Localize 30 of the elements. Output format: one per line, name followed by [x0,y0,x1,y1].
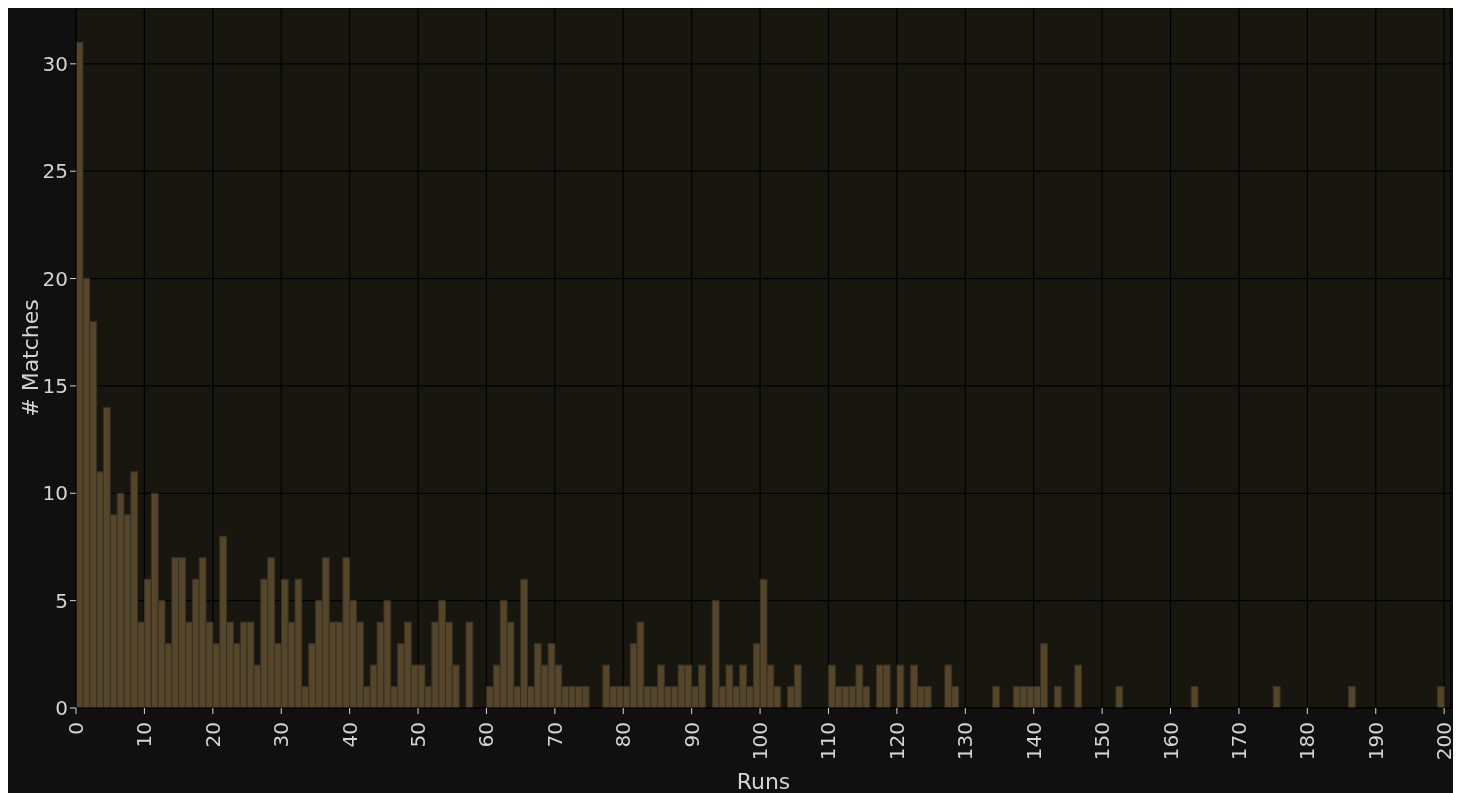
x-tick-label: 80 [611,722,636,748]
y-tick-label: 0 [55,696,68,721]
y-tick-label: 10 [42,481,68,506]
y-tick-label: 25 [42,159,68,184]
y-tick-label: 20 [42,266,68,291]
x-tick-label: 100 [748,722,773,761]
x-tick-label: 40 [337,722,362,748]
x-tick-label: 120 [884,722,909,761]
x-tick-label: 190 [1363,722,1388,761]
x-tick-label: 70 [542,722,567,748]
x-axis-title: Runs [736,769,791,793]
y-tick-label: 5 [55,588,68,613]
x-tick-label: 150 [1090,722,1115,761]
x-tick-label: 50 [406,722,431,748]
y-axis-title: # Matches [17,299,43,417]
x-tick-label: 20 [200,722,225,748]
x-tick-label: 10 [132,722,157,748]
x-tick-label: 160 [1158,722,1183,761]
y-tick-label: 30 [42,51,68,76]
x-tick-label: 60 [474,722,499,748]
x-tick-label: 180 [1295,722,1320,761]
y-tick-label: 15 [42,374,68,399]
x-tick-label: 170 [1226,722,1251,761]
x-tick-label: 0 [64,722,88,735]
x-tick-label: 200 [1432,722,1457,761]
x-tick-label: 130 [953,722,978,761]
x-tick-label: 90 [679,722,704,748]
x-tick-label: 30 [269,722,294,748]
x-tick-label: 110 [816,722,841,761]
x-tick-label: 140 [1021,722,1046,761]
